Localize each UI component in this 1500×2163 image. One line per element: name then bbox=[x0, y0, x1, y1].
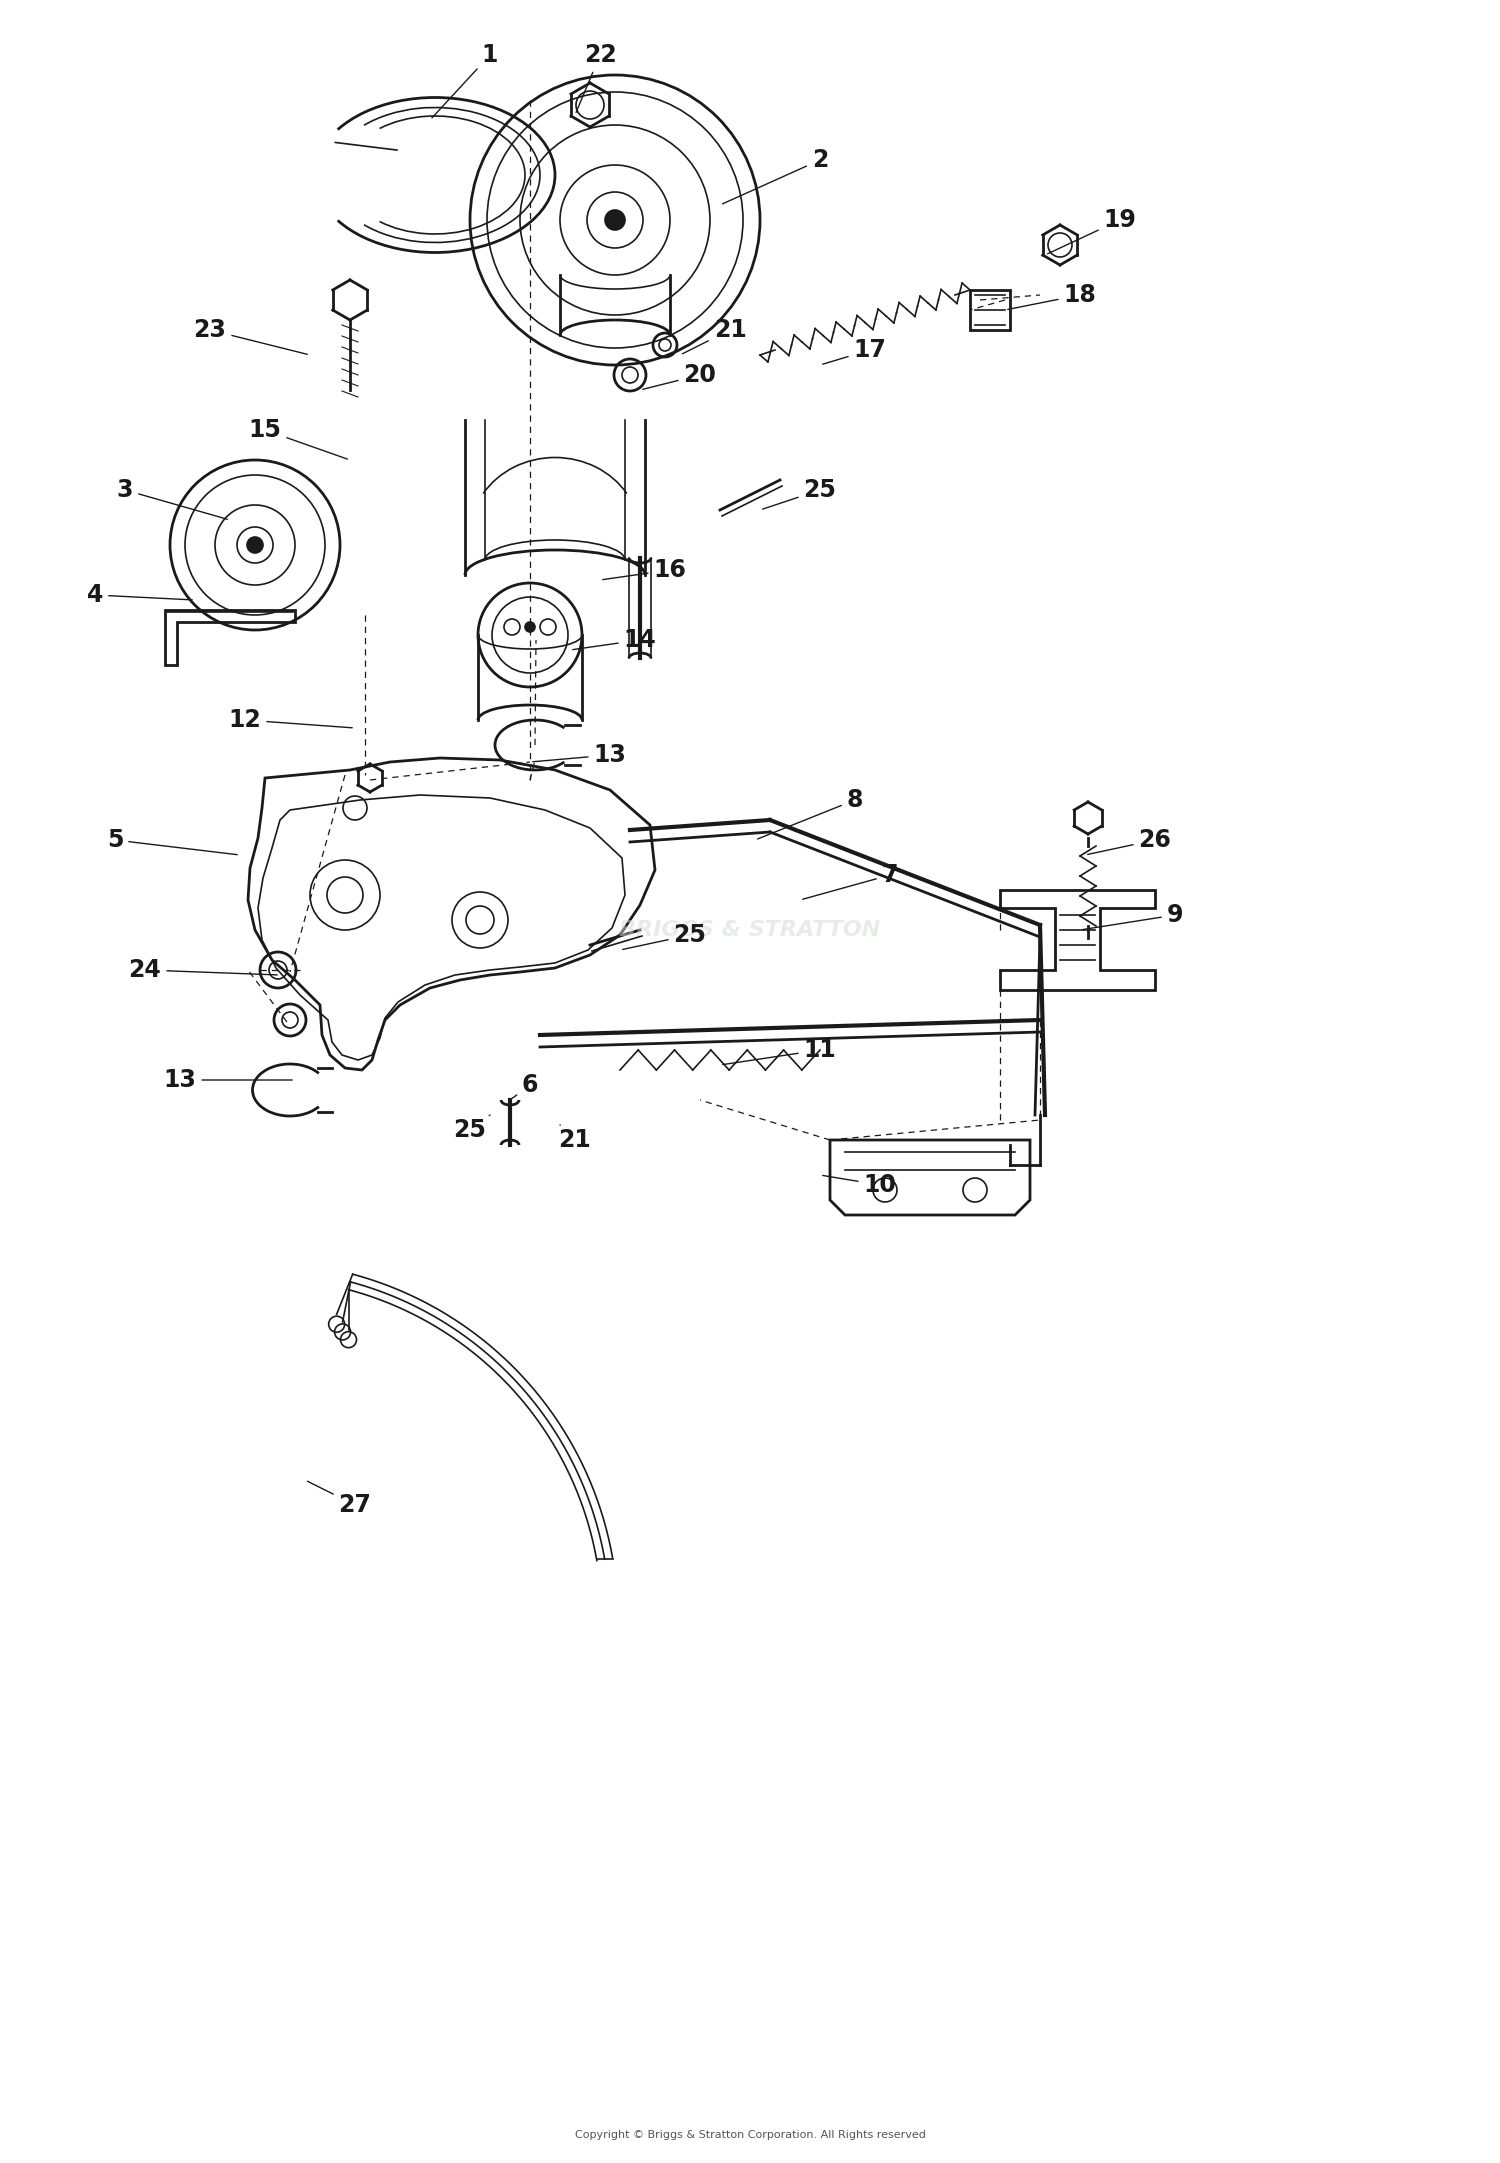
Circle shape bbox=[604, 210, 625, 229]
Text: 4: 4 bbox=[87, 584, 192, 608]
Text: 5: 5 bbox=[106, 828, 237, 854]
Text: 6: 6 bbox=[512, 1073, 538, 1099]
Text: 20: 20 bbox=[642, 363, 717, 389]
Text: 19: 19 bbox=[1047, 208, 1137, 253]
Text: 22: 22 bbox=[576, 43, 616, 112]
Text: BRIGGS & STRATTON: BRIGGS & STRATTON bbox=[620, 919, 880, 941]
Text: 13: 13 bbox=[532, 744, 627, 768]
Text: 3: 3 bbox=[117, 478, 228, 519]
Text: 18: 18 bbox=[1008, 283, 1096, 309]
Text: 26: 26 bbox=[1088, 828, 1172, 854]
Text: 25: 25 bbox=[762, 478, 837, 508]
Text: 11: 11 bbox=[723, 1038, 837, 1064]
Text: 2: 2 bbox=[723, 147, 828, 203]
Text: 17: 17 bbox=[822, 337, 886, 363]
Text: 10: 10 bbox=[822, 1172, 897, 1196]
Text: 12: 12 bbox=[228, 707, 352, 731]
Text: 7: 7 bbox=[802, 863, 898, 900]
Text: 8: 8 bbox=[758, 787, 864, 839]
Text: 13: 13 bbox=[164, 1069, 292, 1092]
Text: 16: 16 bbox=[603, 558, 687, 582]
Text: 25: 25 bbox=[622, 924, 706, 950]
Text: 25: 25 bbox=[453, 1114, 491, 1142]
Text: 14: 14 bbox=[573, 627, 657, 651]
Text: Copyright © Briggs & Stratton Corporation. All Rights reserved: Copyright © Briggs & Stratton Corporatio… bbox=[574, 2131, 926, 2139]
Text: 21: 21 bbox=[682, 318, 747, 355]
Text: 9: 9 bbox=[1083, 902, 1184, 930]
Text: 1: 1 bbox=[432, 43, 498, 119]
Circle shape bbox=[248, 536, 262, 554]
Text: 23: 23 bbox=[194, 318, 308, 355]
Text: 27: 27 bbox=[308, 1482, 372, 1516]
Text: 21: 21 bbox=[558, 1125, 591, 1153]
Text: 15: 15 bbox=[249, 417, 348, 459]
Circle shape bbox=[525, 623, 536, 632]
Text: 24: 24 bbox=[129, 958, 278, 982]
